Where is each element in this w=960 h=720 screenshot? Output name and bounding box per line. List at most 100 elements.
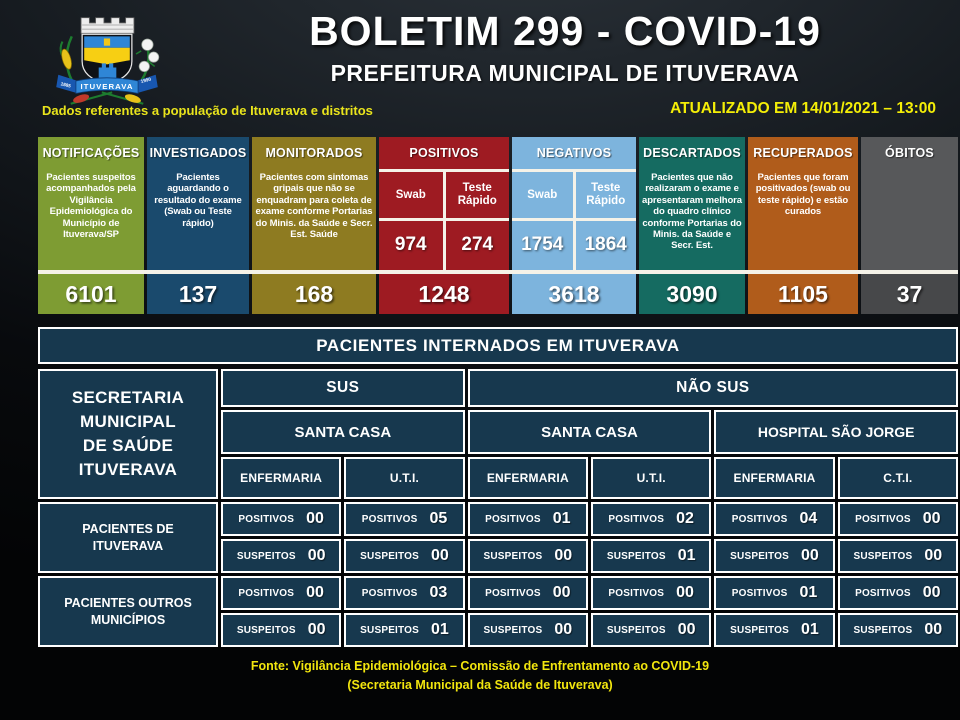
summary-totals-row: 6101 137 168 1248 3618 3090 1105 37	[38, 274, 958, 314]
total-obitos: 37	[861, 274, 958, 314]
positivos-rapid-value: 274	[461, 234, 494, 256]
value-cell: POSITIVOS 00	[221, 576, 342, 610]
column-header: NEGATIVOS	[536, 146, 612, 160]
value: 00	[924, 621, 943, 638]
negativos-subheaders: Swab Teste Rápido	[512, 172, 636, 218]
suspeitos-label: SUSPEITOS	[236, 550, 296, 562]
unit-header: ENFERMARIA	[221, 457, 342, 499]
ribbon-banner	[75, 77, 139, 94]
value-cell: POSITIVOS 00	[467, 576, 588, 610]
value: 05	[429, 510, 448, 527]
suspeitos-label: SUSPEITOS	[236, 624, 296, 636]
unit-header: U.T.I.	[344, 457, 465, 499]
value-cell: POSITIVOS 03	[344, 576, 465, 610]
column-header: DESCARTADOS	[643, 146, 741, 160]
value-cell: SUSPEITOS 00	[591, 613, 712, 647]
positivos-label: POSITIVOS	[731, 587, 788, 599]
value: 00	[924, 547, 943, 564]
positivos-label: POSITIVOS	[485, 587, 541, 599]
total-negativos: 3618	[512, 274, 636, 314]
positivos-label: POSITIVOS	[855, 513, 911, 525]
ribbon-year-left: 1885	[60, 81, 72, 88]
value-cell: SUSPEITOS 00	[467, 613, 588, 647]
suspeitos-label: SUSPEITOS	[730, 624, 790, 636]
suspeitos-label: SUSPEITOS	[606, 550, 666, 562]
corn-cob-icon	[124, 94, 141, 103]
value: 01	[677, 547, 696, 564]
column-description	[861, 169, 958, 270]
total-notificacoes: 6101	[38, 274, 144, 314]
total-investigados: 137	[147, 274, 249, 314]
group-header-sus: SUS	[221, 369, 465, 407]
source-line-2: (Secretaria Municipal da Saúde de Ituver…	[347, 678, 613, 693]
column-obitos: ÓBITOS	[861, 137, 958, 270]
inpatients-title-bar: PACIENTES INTERNADOS EM ITUVERAVA	[38, 327, 958, 364]
unit-header: C.T.I.	[837, 457, 958, 499]
source-line-1: Fonte: Vigilância Epidemiológica – Comis…	[250, 659, 710, 673]
negativos-rapid-value: 1864	[584, 234, 627, 256]
value-cell: POSITIVOS 02	[591, 502, 712, 536]
column-description: Pacientes que foram positivados (swab ou…	[755, 172, 851, 218]
coffee-branch-icon	[73, 94, 90, 103]
column-header: RECUPERADOS	[753, 146, 853, 160]
hospital-header: SANTA CASA	[221, 410, 465, 454]
value: 00	[552, 584, 571, 601]
positivos-label: POSITIVOS	[608, 587, 665, 599]
divider	[512, 218, 636, 221]
rapid-test-subheader: Teste Rápido	[586, 182, 626, 207]
total-positivos: 1248	[379, 274, 509, 314]
positivos-label: POSITIVOS	[238, 513, 295, 525]
value-cell: POSITIVOS 05	[344, 502, 465, 536]
column-recuperados: RECUPERADOS Pacientes que foram positiva…	[748, 137, 858, 270]
health-secretary-panel: SECRETARIA MUNICIPAL DE SAÚDE ITUVERAVA	[38, 369, 218, 499]
suspeitos-label: SUSPEITOS	[360, 550, 420, 562]
positivos-label: POSITIVOS	[485, 513, 541, 525]
value: 03	[429, 584, 448, 601]
column-header: INVESTIGADOS	[149, 146, 247, 160]
column-description: Pacientes que não realizaram o exame e a…	[642, 172, 742, 252]
value: 00	[306, 584, 324, 601]
summary-header-row: NOTIFICAÇÕES Pacientes suspeitos acompan…	[38, 137, 958, 270]
positivos-subheaders: Swab Teste Rápido	[379, 172, 509, 218]
value: 01	[799, 584, 818, 601]
positivos-label: POSITIVOS	[855, 587, 911, 599]
page-subtitle: PREFEITURA MUNICIPAL DE ITUVERAVA	[330, 60, 800, 86]
positivos-swab-value: 974	[394, 234, 427, 256]
column-description: Pacientes suspeitos acompanhados pela Vi…	[46, 172, 136, 240]
ribbon-right-fold	[136, 74, 158, 94]
ribbon-city-name: ITUVERAVA	[80, 82, 133, 91]
value: 00	[922, 510, 941, 527]
value: 04	[799, 510, 818, 527]
city-coat-of-arms-logo: 1885 1990 ITUVERAVA	[56, 17, 160, 105]
column-header: MONITORADOS	[265, 146, 363, 160]
value-cell: SUSPEITOS 00	[221, 613, 342, 647]
value-cell: POSITIVOS 00	[837, 502, 958, 536]
hospital-header: SANTA CASA	[467, 410, 712, 454]
negativos-values: 1754 1864	[512, 221, 636, 270]
total-recuperados: 1105	[748, 274, 858, 314]
column-monitorados: MONITORADOS Pacientes com sintomas gripa…	[252, 137, 376, 270]
ribbon-left-fold	[56, 74, 78, 94]
negativos-swab-value: 1754	[521, 234, 564, 256]
total-descartados: 3090	[639, 274, 745, 314]
divider	[572, 172, 576, 218]
value-cell: SUSPEITOS 00	[714, 539, 835, 573]
positivos-label: POSITIVOS	[238, 587, 295, 599]
note-row: Dados referentes a população de Ituverav…	[42, 100, 936, 118]
divider	[442, 221, 446, 270]
value-cell: POSITIVOS 00	[837, 576, 958, 610]
value: 00	[307, 621, 326, 638]
value: 00	[554, 621, 573, 638]
total-monitorados: 168	[252, 274, 376, 314]
page-title: BOLETIM 299 - COVID-19	[309, 8, 821, 54]
suspeitos-label: SUSPEITOS	[483, 550, 543, 562]
suspeitos-label: SUSPEITOS	[606, 624, 666, 636]
unit-header: ENFERMARIA	[467, 457, 588, 499]
value: 02	[676, 510, 694, 527]
column-description: Pacientes com sintomas gripais que não s…	[255, 172, 373, 240]
value-cell: POSITIVOS 01	[467, 502, 588, 536]
rapid-test-subheader: Teste Rápido	[457, 182, 497, 207]
divider	[379, 218, 509, 221]
value-cell: SUSPEITOS 00	[837, 613, 958, 647]
